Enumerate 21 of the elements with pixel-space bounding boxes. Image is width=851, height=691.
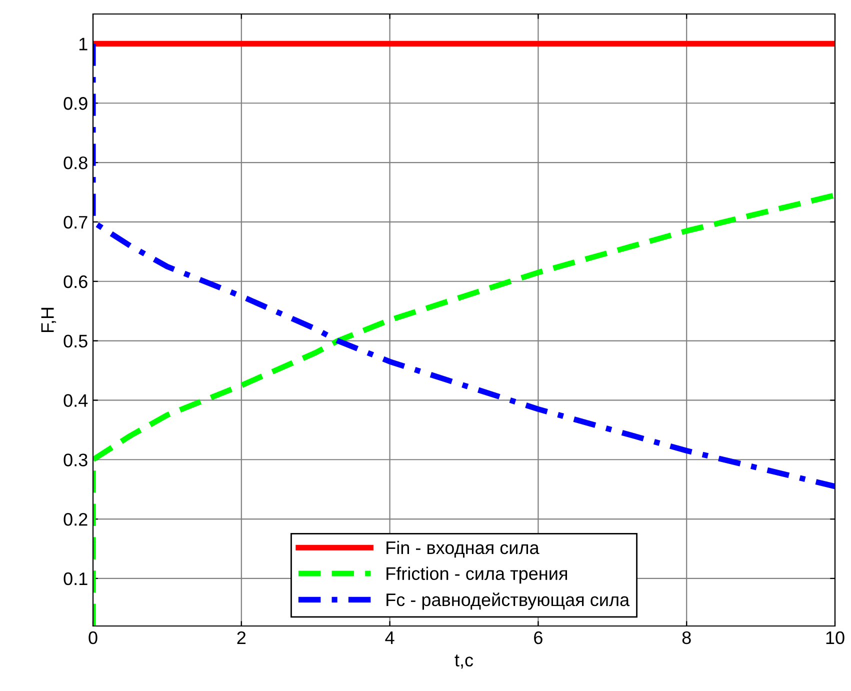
x-axis-title: t,c [454, 654, 474, 669]
y-tick-label: 0.7 [64, 216, 88, 229]
y-tick-label: 0.5 [64, 334, 88, 348]
y-tick-label: 0.8 [64, 156, 88, 170]
x-tick-label: 6 [534, 631, 542, 644]
legend-label: Fc - равнодействующая сила [386, 592, 630, 610]
y-tick-label: 0.2 [64, 512, 88, 526]
x-tick-label: 8 [682, 631, 691, 644]
y-tick-label: 0.1 [64, 572, 88, 586]
x-tick-label: 0 [88, 631, 98, 644]
y-tick-label: 0.3 [64, 454, 88, 466]
y-tick-label: 0.9 [64, 97, 88, 110]
y-tick-label: 0.4 [64, 394, 88, 407]
legend-label: Ffriction - сила трения [386, 566, 567, 584]
y-axis-title: F,H [41, 308, 56, 332]
x-tick-label: 2 [237, 631, 246, 644]
y-tick-label: 0.6 [64, 275, 88, 288]
x-tick-label: 4 [385, 632, 394, 644]
legend-label: Fin - входная сила [386, 540, 540, 558]
y-tick-label: 1 [79, 38, 88, 50]
x-tick-label: 10 [826, 631, 844, 644]
